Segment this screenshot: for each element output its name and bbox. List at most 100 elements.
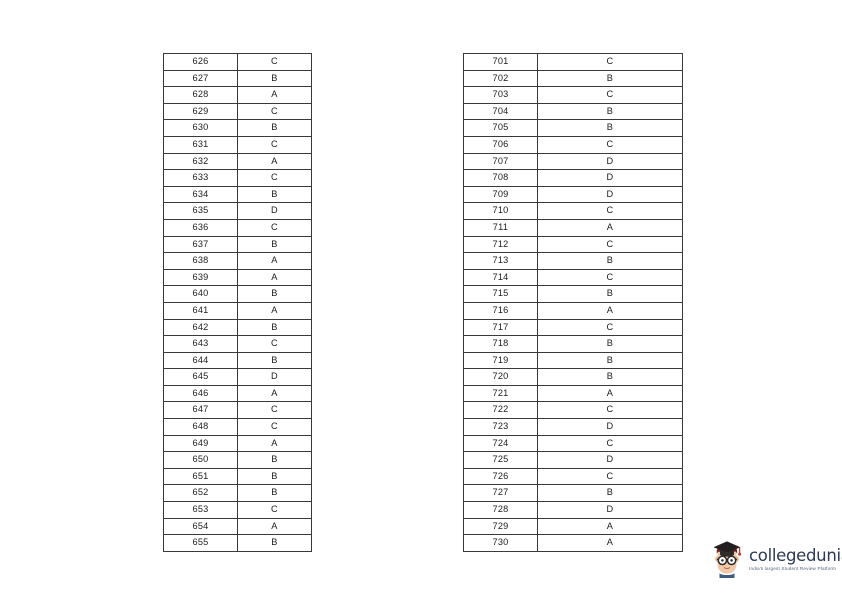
answer-table-right: 701 C 702 B 703 C 704 B 705 B 706 C 707 D 708 D 709 D 710 C… [463, 53, 683, 552]
collegedunia-logo[interactable]: collegedunia India's largest Student Rev… [710, 534, 842, 582]
table-row: 626 C [163, 53, 312, 71]
question-number-cell: 634 [163, 185, 238, 204]
answer-cell: A [237, 434, 312, 453]
answer-cell: C [237, 418, 312, 436]
table-row: 705 B [463, 119, 683, 137]
answer-cell: B [237, 467, 312, 486]
answer-cell: C [237, 218, 312, 237]
table-row: 644 B [163, 351, 312, 370]
question-number-cell: 715 [463, 285, 538, 303]
question-number-cell: 631 [163, 135, 238, 154]
answer-cell: B [237, 351, 312, 370]
answer-cell: D [537, 501, 683, 519]
answer-cell: B [237, 69, 312, 88]
question-number-cell: 712 [463, 235, 538, 254]
question-number-cell: 643 [163, 335, 238, 353]
table-row: 635 D [163, 202, 312, 220]
question-number-cell: 703 [463, 86, 538, 104]
table-row: 634 B [163, 185, 312, 204]
answer-cell: C [537, 135, 683, 154]
question-number-cell: 645 [163, 368, 238, 386]
question-number-cell: 650 [163, 451, 238, 469]
answer-cell: B [237, 285, 312, 303]
table-row: 710 C [463, 202, 683, 220]
answer-cell: C [237, 401, 312, 420]
question-number-cell: 633 [163, 169, 238, 187]
table-row: 650 B [163, 451, 312, 469]
answer-cell: A [537, 384, 683, 403]
question-number-cell: 646 [163, 384, 238, 403]
answer-cell: A [237, 301, 312, 320]
answer-cell: B [237, 318, 312, 337]
question-number-cell: 706 [463, 135, 538, 154]
table-row: 707 D [463, 152, 683, 171]
answer-cell: D [237, 202, 312, 220]
question-number-cell: 701 [463, 53, 538, 71]
answer-table-left: 626 C 627 B 628 A 629 C 630 B 631 C 632 A 633 C 634 B 635 D… [163, 53, 312, 552]
table-row: 712 C [463, 235, 683, 254]
question-number-cell: 655 [163, 534, 238, 552]
question-number-cell: 628 [163, 86, 238, 104]
question-number-cell: 626 [163, 53, 238, 71]
table-row: 653 C [163, 501, 312, 519]
answer-cell: D [537, 169, 683, 187]
question-number-cell: 642 [163, 318, 238, 337]
table-row: 725 D [463, 451, 683, 469]
table-row: 638 A [163, 252, 312, 270]
answer-cell: D [537, 152, 683, 171]
answer-cell: A [237, 86, 312, 104]
answer-cell: C [537, 235, 683, 254]
table-row: 652 B [163, 484, 312, 503]
table-row: 727 B [463, 484, 683, 503]
answer-cell: C [237, 501, 312, 519]
answer-cell: B [537, 285, 683, 303]
question-number-cell: 632 [163, 152, 238, 171]
question-number-cell: 639 [163, 268, 238, 287]
table-row: 730 A [463, 534, 683, 552]
answer-table-right-body: 701 C 702 B 703 C 704 B 705 B 706 C 707 D 708 D 709 D 710 C… [463, 53, 683, 552]
table-row: 718 B [463, 335, 683, 353]
question-number-cell: 654 [163, 517, 238, 536]
answer-cell: C [237, 335, 312, 353]
answer-cell: C [237, 169, 312, 187]
table-row: 715 B [463, 285, 683, 303]
table-row: 709 D [463, 185, 683, 204]
table-row: 704 B [463, 102, 683, 121]
table-row: 708 D [463, 169, 683, 187]
answer-cell: B [237, 451, 312, 469]
answer-cell: B [537, 102, 683, 121]
question-number-cell: 629 [163, 102, 238, 121]
answer-cell: B [537, 252, 683, 270]
table-row: 647 C [163, 401, 312, 420]
question-number-cell: 729 [463, 517, 538, 536]
answer-cell: A [237, 517, 312, 536]
question-number-cell: 651 [163, 467, 238, 486]
table-row: 640 B [163, 285, 312, 303]
answer-cell: B [537, 351, 683, 370]
question-number-cell: 637 [163, 235, 238, 254]
table-row: 632 A [163, 152, 312, 171]
question-number-cell: 630 [163, 119, 238, 137]
logo-tagline: India's largest Student Review Platform [749, 565, 837, 571]
question-number-cell: 727 [463, 484, 538, 503]
question-number-cell: 730 [463, 534, 538, 552]
table-row: 723 D [463, 418, 683, 436]
question-number-cell: 710 [463, 202, 538, 220]
question-number-cell: 728 [463, 501, 538, 519]
question-number-cell: 717 [463, 318, 538, 337]
question-number-cell: 652 [163, 484, 238, 503]
answer-cell: C [537, 86, 683, 104]
question-number-cell: 719 [463, 351, 538, 370]
answer-cell: C [537, 467, 683, 486]
answer-cell: C [537, 318, 683, 337]
table-row: 636 C [163, 218, 312, 237]
table-row: 719 B [463, 351, 683, 370]
table-row: 711 A [463, 218, 683, 237]
table-row: 649 A [163, 434, 312, 453]
table-row: 722 C [463, 401, 683, 420]
question-number-cell: 709 [463, 185, 538, 204]
question-number-cell: 726 [463, 467, 538, 486]
table-row: 637 B [163, 235, 312, 254]
question-number-cell: 711 [463, 218, 538, 237]
question-number-cell: 641 [163, 301, 238, 320]
